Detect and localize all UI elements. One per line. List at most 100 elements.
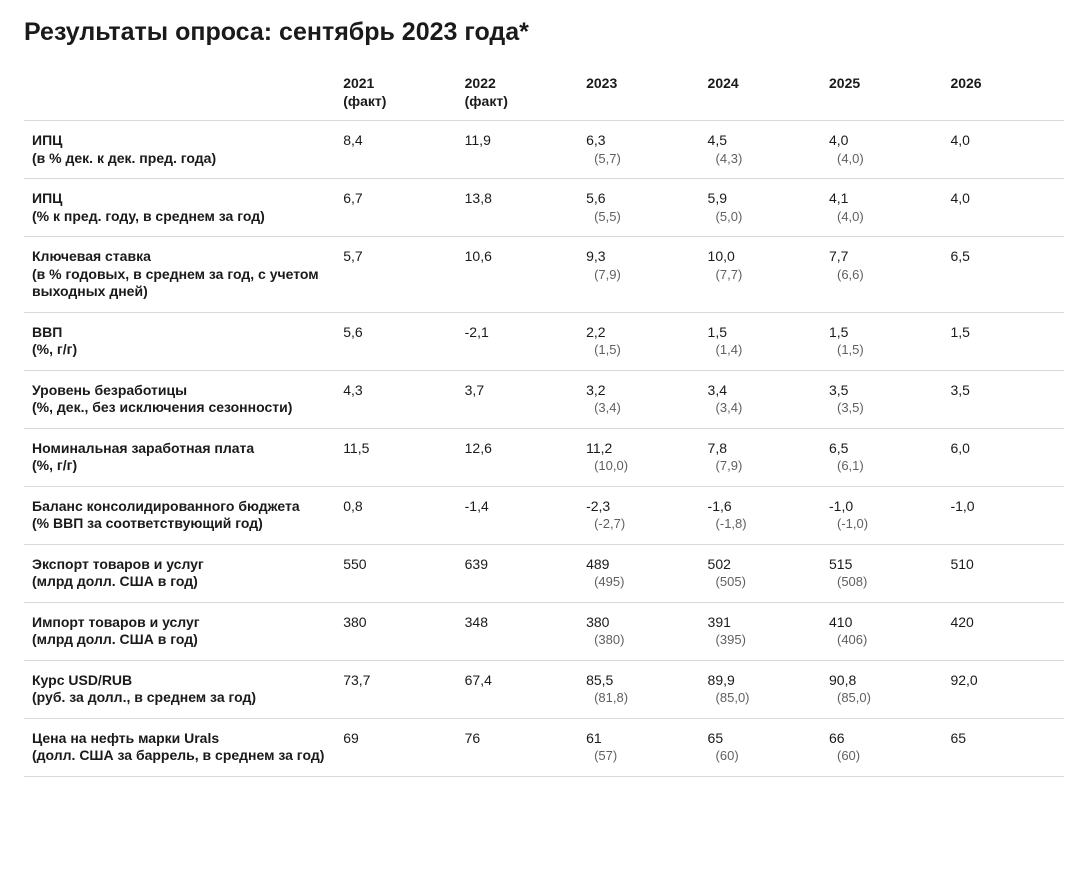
row-desc: (руб. за долл., в среднем за год) — [32, 689, 327, 707]
row-label: Цена на нефть марки Urals(долл. США за б… — [24, 718, 335, 776]
cell-value: 5,7 — [343, 248, 448, 266]
survey-results-page: Результаты опроса: сентябрь 2023 года* 2… — [0, 0, 1088, 801]
table-row: Ключевая ставка(в % годовых, в среднем з… — [24, 237, 1064, 313]
cell-paren: (85,0) — [829, 690, 934, 706]
cell-value: 550 — [343, 556, 448, 574]
cell-paren: (60) — [708, 748, 813, 764]
table-cell: 67,4 — [457, 660, 578, 718]
row-desc: (%, г/г) — [32, 341, 327, 359]
row-desc: (в % годовых, в среднем за год, с учетом… — [32, 266, 327, 301]
cell-value: 420 — [950, 614, 1056, 632]
row-name: ИПЦ — [32, 132, 62, 148]
cell-value: -2,3 — [586, 498, 691, 516]
table-cell: 348 — [457, 602, 578, 660]
table-cell: 420 — [942, 602, 1064, 660]
cell-value: 8,4 — [343, 132, 448, 150]
row-name: ВВП — [32, 324, 62, 340]
col-header: 2026 — [942, 69, 1064, 121]
table-cell: 65 — [942, 718, 1064, 776]
row-desc: (млрд долл. США в год) — [32, 573, 327, 591]
row-name: Уровень безработицы — [32, 382, 187, 398]
cell-value: 9,3 — [586, 248, 691, 266]
row-label: Баланс консолидированного бюджета(% ВВП … — [24, 486, 335, 544]
cell-value: 65 — [950, 730, 1056, 748]
cell-value: 639 — [465, 556, 570, 574]
table-cell: 391(395) — [700, 602, 821, 660]
row-label: ВВП(%, г/г) — [24, 312, 335, 370]
cell-paren: (406) — [829, 632, 934, 648]
cell-value: 5,9 — [708, 190, 813, 208]
table-cell: 4,3 — [335, 370, 456, 428]
table-cell: 3,7 — [457, 370, 578, 428]
cell-value: 7,7 — [829, 248, 934, 266]
cell-value: 0,8 — [343, 498, 448, 516]
cell-value: -1,6 — [708, 498, 813, 516]
table-cell: 6,7 — [335, 179, 456, 237]
row-name: Баланс консолидированного бюджета — [32, 498, 300, 514]
cell-value: 90,8 — [829, 672, 934, 690]
table-cell: 92,0 — [942, 660, 1064, 718]
cell-paren: (6,1) — [829, 458, 934, 474]
table-cell: 1,5(1,4) — [700, 312, 821, 370]
cell-value: 7,8 — [708, 440, 813, 458]
cell-paren: (5,0) — [708, 209, 813, 225]
cell-paren: (495) — [586, 574, 691, 590]
cell-value: 4,0 — [950, 132, 1056, 150]
cell-paren: (395) — [708, 632, 813, 648]
cell-value: 1,5 — [708, 324, 813, 342]
table-cell: 13,8 — [457, 179, 578, 237]
table-cell: 380(380) — [578, 602, 699, 660]
cell-value: 380 — [586, 614, 691, 632]
row-label: Курс USD/RUB(руб. за долл., в среднем за… — [24, 660, 335, 718]
col-year: 2024 — [708, 75, 739, 91]
cell-value: -2,1 — [465, 324, 570, 342]
cell-value: 85,5 — [586, 672, 691, 690]
cell-value: 89,9 — [708, 672, 813, 690]
cell-value: 6,0 — [950, 440, 1056, 458]
table-cell: 76 — [457, 718, 578, 776]
row-desc: (млрд долл. США в год) — [32, 631, 327, 649]
table-cell: 7,7(6,6) — [821, 237, 942, 313]
table-cell: 11,9 — [457, 121, 578, 179]
table-cell: 5,7 — [335, 237, 456, 313]
table-cell: 12,6 — [457, 428, 578, 486]
table-cell: -2,1 — [457, 312, 578, 370]
col-note: (факт) — [465, 93, 570, 111]
cell-value: 61 — [586, 730, 691, 748]
cell-value: 67,4 — [465, 672, 570, 690]
table-cell: 3,5(3,5) — [821, 370, 942, 428]
row-label: Номинальная заработная плата(%, г/г) — [24, 428, 335, 486]
table-cell: 1,5(1,5) — [821, 312, 942, 370]
cell-paren: (-1,0) — [829, 516, 934, 532]
cell-paren: (-1,8) — [708, 516, 813, 532]
row-label: ИПЦ(в % дек. к дек. пред. года) — [24, 121, 335, 179]
cell-paren: (85,0) — [708, 690, 813, 706]
table-cell: 9,3(7,9) — [578, 237, 699, 313]
col-header: 2022 (факт) — [457, 69, 578, 121]
cell-value: 11,2 — [586, 440, 691, 458]
cell-value: 10,6 — [465, 248, 570, 266]
row-label: Импорт товаров и услуг(млрд долл. США в … — [24, 602, 335, 660]
table-row: ИПЦ(% к пред. году, в среднем за год)6,7… — [24, 179, 1064, 237]
cell-paren: (3,5) — [829, 400, 934, 416]
cell-value: 4,0 — [829, 132, 934, 150]
cell-value: 502 — [708, 556, 813, 574]
table-row: Уровень безработицы(%, дек., без исключе… — [24, 370, 1064, 428]
results-table: 2021 (факт) 2022 (факт) 2023 2024 2025 — [24, 69, 1064, 777]
cell-value: 69 — [343, 730, 448, 748]
table-row: ИПЦ(в % дек. к дек. пред. года) 8,4 11,9 6,… — [24, 121, 1064, 179]
cell-paren: (57) — [586, 748, 691, 764]
cell-paren: (7,9) — [708, 458, 813, 474]
row-desc: (% к пред. году, в среднем за год) — [32, 208, 327, 226]
cell-paren: (5,5) — [586, 209, 691, 225]
table-cell: 515(508) — [821, 544, 942, 602]
row-label: Ключевая ставка(в % годовых, в среднем з… — [24, 237, 335, 313]
row-label: Экспорт товаров и услуг(млрд долл. США в… — [24, 544, 335, 602]
table-cell: -1,0(-1,0) — [821, 486, 942, 544]
table-cell: 4,0(4,0) — [821, 121, 942, 179]
cell-value: 6,3 — [586, 132, 691, 150]
table-cell: 410(406) — [821, 602, 942, 660]
table-cell: 6,5 — [942, 237, 1064, 313]
table-cell: 4,5(4,3) — [700, 121, 821, 179]
col-year: 2023 — [586, 75, 617, 91]
